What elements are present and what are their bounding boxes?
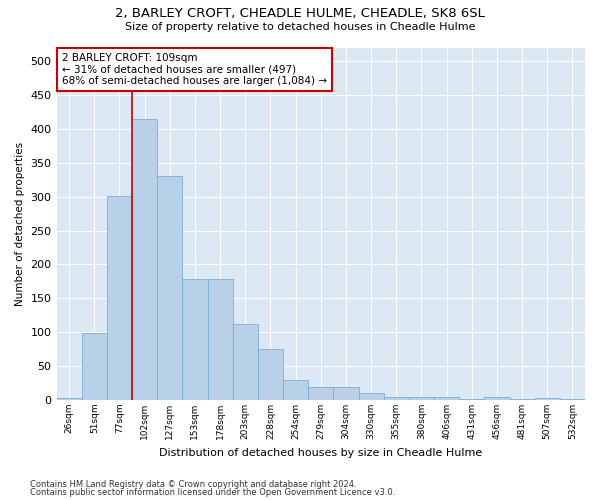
Bar xyxy=(409,396,434,400)
Text: 2 BARLEY CROFT: 109sqm
← 31% of detached houses are smaller (497)
68% of semi-de: 2 BARLEY CROFT: 109sqm ← 31% of detached… xyxy=(62,53,327,86)
Y-axis label: Number of detached properties: Number of detached properties xyxy=(15,142,25,306)
Bar xyxy=(233,324,258,400)
Bar xyxy=(283,380,308,400)
Bar xyxy=(56,398,82,400)
Bar xyxy=(484,396,509,400)
Bar xyxy=(359,393,383,400)
Text: Contains public sector information licensed under the Open Government Licence v3: Contains public sector information licen… xyxy=(30,488,395,497)
Text: Contains HM Land Registry data © Crown copyright and database right 2024.: Contains HM Land Registry data © Crown c… xyxy=(30,480,356,489)
Bar xyxy=(535,398,560,400)
Bar xyxy=(258,349,283,400)
Bar xyxy=(334,387,359,400)
Bar xyxy=(509,398,535,400)
Bar xyxy=(560,398,585,400)
Text: Size of property relative to detached houses in Cheadle Hulme: Size of property relative to detached ho… xyxy=(125,22,475,32)
Bar xyxy=(459,398,484,400)
X-axis label: Distribution of detached houses by size in Cheadle Hulme: Distribution of detached houses by size … xyxy=(159,448,482,458)
Bar xyxy=(308,387,334,400)
Bar xyxy=(208,280,233,400)
Bar xyxy=(434,396,459,400)
Bar xyxy=(182,280,208,400)
Bar xyxy=(157,176,182,400)
Bar xyxy=(82,333,107,400)
Text: 2, BARLEY CROFT, CHEADLE HULME, CHEADLE, SK8 6SL: 2, BARLEY CROFT, CHEADLE HULME, CHEADLE,… xyxy=(115,8,485,20)
Bar xyxy=(132,118,157,400)
Bar xyxy=(383,396,409,400)
Bar xyxy=(107,196,132,400)
